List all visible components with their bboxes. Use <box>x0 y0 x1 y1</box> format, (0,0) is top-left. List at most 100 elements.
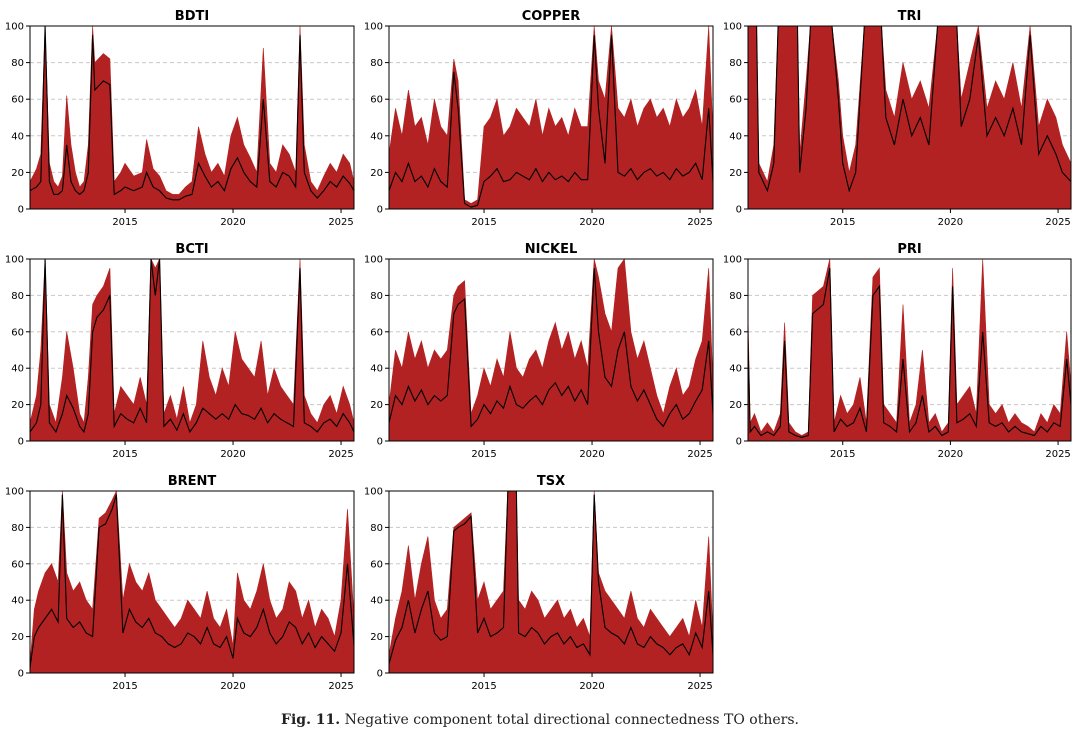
y-tick-label: 80 <box>370 291 383 302</box>
plot-frame <box>747 258 1072 442</box>
series-area-fill <box>388 490 714 674</box>
x-tick-label: 2025 <box>328 449 353 460</box>
y-tick-label: 60 <box>729 95 742 106</box>
y-tick-label: 100 <box>723 22 742 33</box>
chart-panel-copper: COPPER 0 20 40 60 80 100 2015 2020 2025 <box>364 9 714 228</box>
chart-title: NICKEL <box>525 242 578 257</box>
y-tick-label: 80 <box>370 523 383 534</box>
x-tick-label: 2015 <box>112 681 137 692</box>
chart-panel-bcti: BCTI 0 20 40 60 80 100 2015 2020 2025 <box>5 242 355 460</box>
series-area-fill <box>388 258 714 442</box>
chart-title: TSX <box>537 474 565 489</box>
x-tick-label: 2015 <box>830 449 855 460</box>
plot-frame <box>388 25 714 210</box>
y-tick-label: 40 <box>11 364 24 375</box>
x-tick-label: 2025 <box>328 217 353 228</box>
y-tick-label: 0 <box>736 205 742 216</box>
y-tick-label: 80 <box>11 58 24 69</box>
y-tick-label: 60 <box>370 327 383 338</box>
plot-frame <box>747 25 1072 210</box>
series-line <box>29 494 355 668</box>
x-tick-label: 2025 <box>687 449 712 460</box>
plot-frame <box>388 490 714 674</box>
y-tick-label: 0 <box>736 437 742 448</box>
y-tick-label: 0 <box>377 669 383 680</box>
y-tick-label: 100 <box>5 487 24 498</box>
plot-frame <box>29 490 355 674</box>
x-tick-label: 2020 <box>579 217 604 228</box>
y-tick-label: 40 <box>11 131 24 142</box>
series-line <box>29 258 355 434</box>
y-tick-label: 0 <box>377 437 383 448</box>
series-line <box>388 35 714 208</box>
y-tick-label: 100 <box>5 255 24 266</box>
y-tick-label: 100 <box>364 487 383 498</box>
x-tick-label: 2020 <box>579 449 604 460</box>
x-tick-label: 2020 <box>938 217 963 228</box>
y-tick-label: 40 <box>729 131 742 142</box>
x-tick-label: 2025 <box>687 217 712 228</box>
y-tick-label: 20 <box>370 632 383 643</box>
y-tick-label: 20 <box>729 168 742 179</box>
series-line <box>747 268 1072 438</box>
y-tick-label: 20 <box>11 168 24 179</box>
y-tick-label: 20 <box>11 400 24 411</box>
y-tick-label: 40 <box>11 596 24 607</box>
y-tick-label: 60 <box>11 559 24 570</box>
chart-panel-brent: BRENT 0 20 40 60 80 100 2015 2020 2025 <box>5 474 355 692</box>
chart-panel-tri: TRI 0 20 40 60 80 100 2015 2020 2025 <box>723 9 1072 228</box>
series-area-fill <box>29 25 355 210</box>
chart-title: COPPER <box>522 9 581 24</box>
y-tick-label: 60 <box>729 327 742 338</box>
chart-title: BCTI <box>175 242 208 257</box>
y-tick-label: 0 <box>377 205 383 216</box>
chart-panel-pri: PRI 0 20 40 60 80 100 2015 2020 2025 <box>723 242 1072 460</box>
chart-title: BRENT <box>168 474 217 489</box>
series-line <box>29 25 355 201</box>
series-area-fill <box>388 25 714 210</box>
y-tick-label: 40 <box>729 364 742 375</box>
y-tick-label: 60 <box>370 559 383 570</box>
x-tick-label: 2020 <box>579 681 604 692</box>
chart-title: PRI <box>897 242 921 257</box>
y-tick-label: 100 <box>5 22 24 33</box>
x-tick-label: 2025 <box>1045 449 1070 460</box>
y-tick-label: 80 <box>11 523 24 534</box>
y-tick-label: 100 <box>364 255 383 266</box>
y-tick-label: 0 <box>18 437 24 448</box>
series-line <box>388 268 714 428</box>
chart-panel-bdti: BDTI 0 20 40 60 80 100 2015 2020 2025 <box>5 9 355 228</box>
caption-text: Negative component total directional con… <box>344 712 799 728</box>
chart-title: TRI <box>898 9 922 24</box>
y-tick-label: 80 <box>729 291 742 302</box>
x-tick-label: 2020 <box>938 449 963 460</box>
x-tick-label: 2015 <box>471 681 496 692</box>
plot-frame <box>29 258 355 442</box>
y-tick-label: 20 <box>370 168 383 179</box>
x-tick-label: 2015 <box>830 217 855 228</box>
x-tick-label: 2025 <box>687 681 712 692</box>
y-tick-label: 80 <box>729 58 742 69</box>
y-tick-label: 40 <box>370 364 383 375</box>
plot-frame <box>29 25 355 210</box>
x-tick-label: 2025 <box>1045 217 1070 228</box>
y-tick-label: 60 <box>11 327 24 338</box>
x-tick-label: 2025 <box>328 681 353 692</box>
chart-panel-nickel: NICKEL 0 20 40 60 80 100 2015 2020 2025 <box>364 242 714 460</box>
chart-panel-tsx: TSX 0 20 40 60 80 100 2015 2020 2025 <box>364 474 714 692</box>
x-tick-label: 2015 <box>471 449 496 460</box>
series-area-fill <box>747 25 1072 210</box>
x-tick-label: 2020 <box>220 449 245 460</box>
chart-title: BDTI <box>175 9 209 24</box>
plot-frame <box>388 258 714 442</box>
y-tick-label: 0 <box>18 205 24 216</box>
x-tick-label: 2015 <box>112 449 137 460</box>
series-area-fill <box>747 258 1072 442</box>
series-line <box>388 490 714 665</box>
series-area-fill <box>29 258 355 442</box>
y-tick-label: 80 <box>370 58 383 69</box>
y-tick-label: 40 <box>370 131 383 142</box>
y-tick-label: 20 <box>729 400 742 411</box>
